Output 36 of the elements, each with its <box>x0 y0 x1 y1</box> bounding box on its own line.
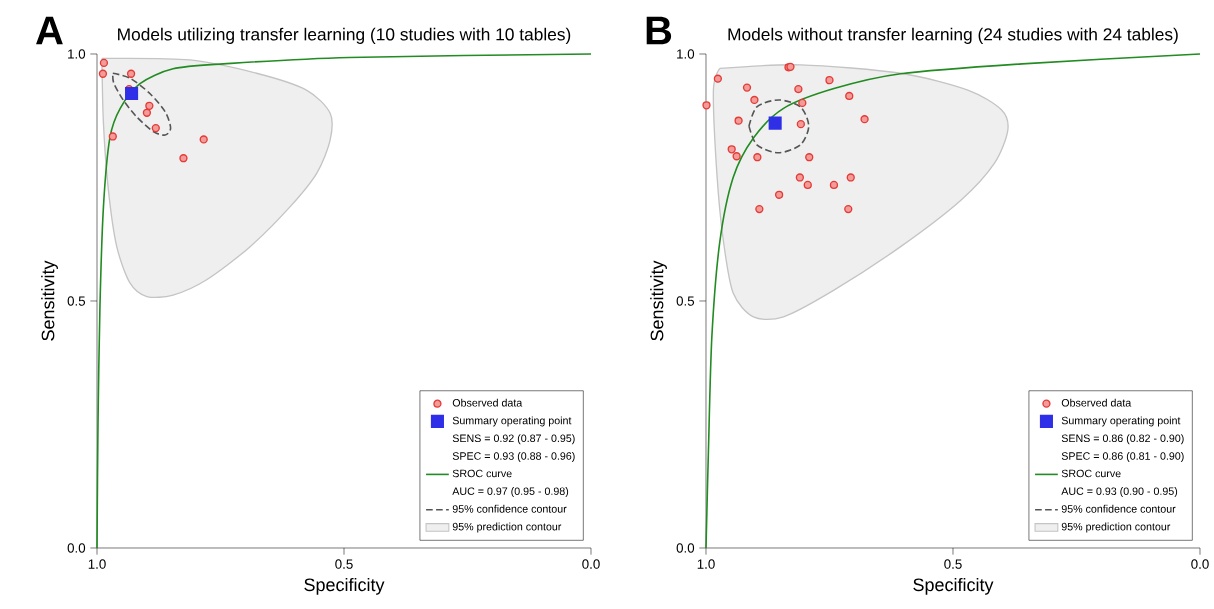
annotation: AUC = 0.97 (0.95 - 0.98) <box>452 487 569 498</box>
y-axis-title: Sensitivity <box>650 260 667 341</box>
text: A <box>36 16 63 45</box>
y-tick-label: 1.0 <box>68 49 86 59</box>
annotation: SENS = 0.86 (0.82 - 0.90) <box>1061 434 1184 445</box>
annotation: SPEC = 0.86 (0.81 - 0.90) <box>1061 451 1184 462</box>
annotation: AUC = 0.93 (0.90 - 0.95) <box>1061 487 1178 498</box>
y-tick-label: 1.0 <box>677 49 695 59</box>
legend-label: 95% prediction contour <box>1061 522 1171 533</box>
annotation: SENS = 0.92 (0.87 - 0.95) <box>452 434 575 445</box>
legend-label: 95% confidence contour <box>452 504 567 513</box>
legend-label: 95% confidence contour <box>1061 504 1176 513</box>
y-tick-label: 0.5 <box>67 296 86 306</box>
x-tick-label: 1.0 <box>88 559 106 569</box>
x-tick-label: 0.5 <box>944 559 962 569</box>
x-tick-label: 0.0 <box>582 559 600 569</box>
legend-label: Observed data <box>1061 398 1132 407</box>
annotation: SPEC = 0.93 (0.88 - 0.96) <box>452 451 575 462</box>
y-tick-label: 0.0 <box>67 543 86 553</box>
x-tick-label: 0.0 <box>1191 559 1209 569</box>
text: B <box>646 16 672 45</box>
legend-label: SROC curve <box>1061 469 1121 478</box>
x-axis-title: Specificity <box>913 577 994 595</box>
chart-title: Models utilizing transfer learning (10 studies with 10 tables) <box>118 27 571 44</box>
legend-label: 95% prediction contour <box>452 522 562 533</box>
legend-label: Summary operating point <box>1061 416 1181 427</box>
x-axis-title: Specificity <box>304 577 385 595</box>
x-tick-label: 0.5 <box>335 559 353 569</box>
y-tick-label: 0.0 <box>676 543 695 553</box>
y-axis-title: Sensitivity <box>41 260 58 341</box>
chart-title: Models without transfer learning (24 studies with 24 tables) <box>728 27 1178 44</box>
legend-label: Observed data <box>452 398 523 407</box>
x-tick-label: 1.0 <box>697 559 715 569</box>
y-tick-label: 0.5 <box>676 296 695 306</box>
legend-label: Summary operating point <box>452 416 572 427</box>
legend-label: SROC curve <box>452 469 512 478</box>
